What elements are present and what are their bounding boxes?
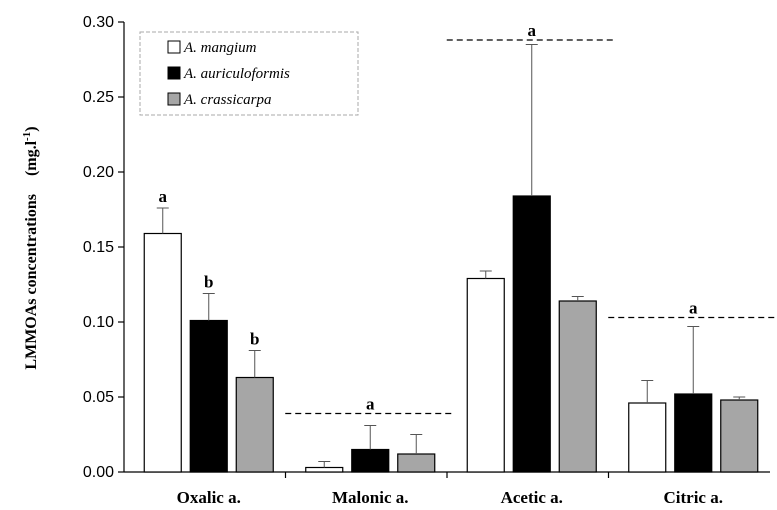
bar xyxy=(305,466,344,473)
y-tick-label: 0.25 xyxy=(83,89,114,106)
significance-letter: a xyxy=(689,299,698,318)
bar xyxy=(235,376,274,473)
x-tick-label: Oxalic a. xyxy=(177,488,241,507)
bar xyxy=(674,393,713,473)
bar xyxy=(720,399,759,473)
y-tick-label: 0.10 xyxy=(83,314,114,331)
legend-label: A. mangium xyxy=(183,40,257,56)
significance-letter: a xyxy=(366,395,375,414)
bar xyxy=(466,277,505,473)
significance-letter: b xyxy=(204,273,213,292)
y-tick-label: 0.00 xyxy=(83,464,114,481)
y-tick-label: 0.20 xyxy=(83,164,114,181)
x-tick-label: Citric a. xyxy=(664,488,723,507)
bar xyxy=(143,232,182,473)
y-axis-unit-exponent: -1 xyxy=(21,132,33,141)
y-tick-label: 0.30 xyxy=(83,14,114,31)
significance-letter: a xyxy=(528,21,537,40)
svg-text:LMMOAs concentrations (m: LMMOAs concentrations (mg.l-1) xyxy=(21,126,40,369)
legend-label: A. crassicarpa xyxy=(183,92,272,108)
legend-swatch xyxy=(167,66,181,80)
bar xyxy=(512,195,551,473)
significance-letter: b xyxy=(250,330,259,349)
bar xyxy=(558,300,597,473)
bar xyxy=(397,453,436,473)
bar xyxy=(189,319,228,473)
y-tick-label: 0.05 xyxy=(83,389,114,406)
x-tick-label: Malonic a. xyxy=(332,488,409,507)
legend-label: A. auriculoformis xyxy=(183,66,290,82)
plot-area: 0.00 0.05 0.10 0.15 0.20 0.25 0.30 Oxalic a. Mal… xyxy=(83,14,777,507)
y-axis-title: LMMOAs concentrations (mg.l-1) xyxy=(21,126,40,369)
y-axis-unit: (mg.l xyxy=(23,140,40,176)
y-axis-unit-close: ) xyxy=(23,126,40,131)
bar xyxy=(351,448,390,473)
bar xyxy=(628,402,667,473)
significance-letter: a xyxy=(159,187,168,206)
y-axis-label: LMMOAs concentrations xyxy=(23,194,40,370)
x-tick-label: Acetic a. xyxy=(501,488,563,507)
legend: A. mangium A. auriculoformis A. crassicarp… xyxy=(139,31,359,116)
legend-swatch xyxy=(167,92,181,106)
legend-swatch xyxy=(167,40,181,54)
y-tick-label: 0.15 xyxy=(83,239,114,256)
